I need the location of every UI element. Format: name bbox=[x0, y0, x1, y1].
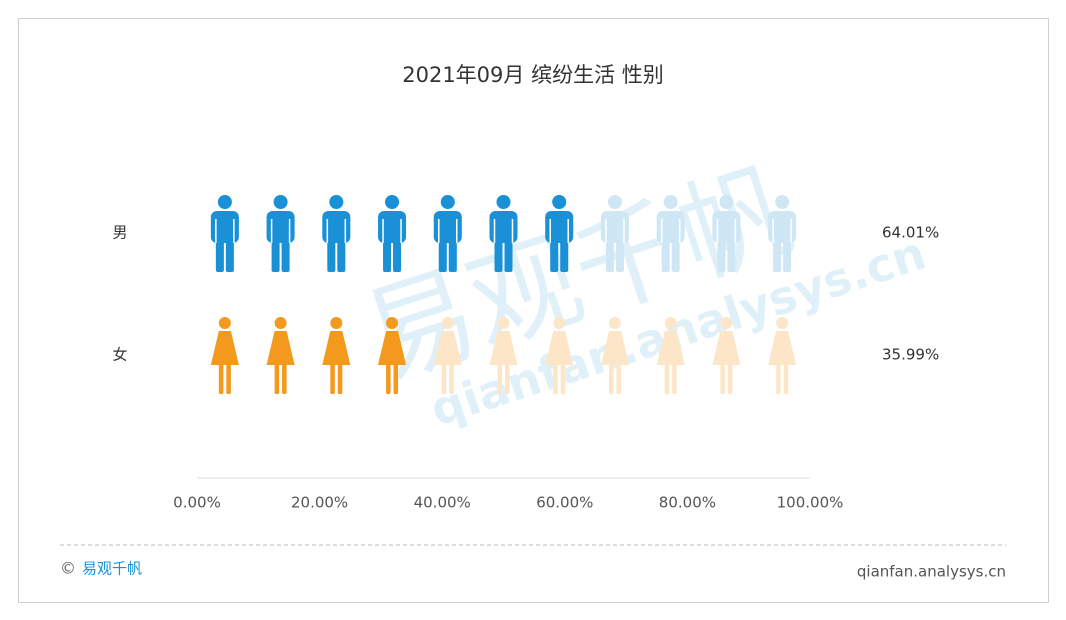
value-label: 35.99% bbox=[882, 346, 939, 364]
filled-icons bbox=[210, 317, 407, 394]
footer-symbol: © bbox=[60, 559, 76, 578]
filled-icons bbox=[210, 195, 574, 272]
x-tick-label: 0.00% bbox=[173, 494, 221, 512]
value-label: 64.01% bbox=[882, 224, 939, 242]
x-tick-label: 80.00% bbox=[659, 494, 716, 512]
x-tick-label: 40.00% bbox=[414, 494, 471, 512]
x-tick-label: 100.00% bbox=[777, 494, 844, 512]
frame bbox=[18, 18, 1049, 603]
footer-url: qianfan.analysys.cn bbox=[857, 563, 1006, 581]
row-label: 男 bbox=[112, 224, 127, 242]
row-label: 女 bbox=[112, 346, 127, 364]
footer-brand: 易观千帆 bbox=[82, 560, 142, 578]
x-tick-label: 20.00% bbox=[291, 494, 348, 512]
chart-title: 2021年09月 缤纷生活 性别 bbox=[402, 63, 664, 87]
x-tick-label: 60.00% bbox=[536, 494, 593, 512]
